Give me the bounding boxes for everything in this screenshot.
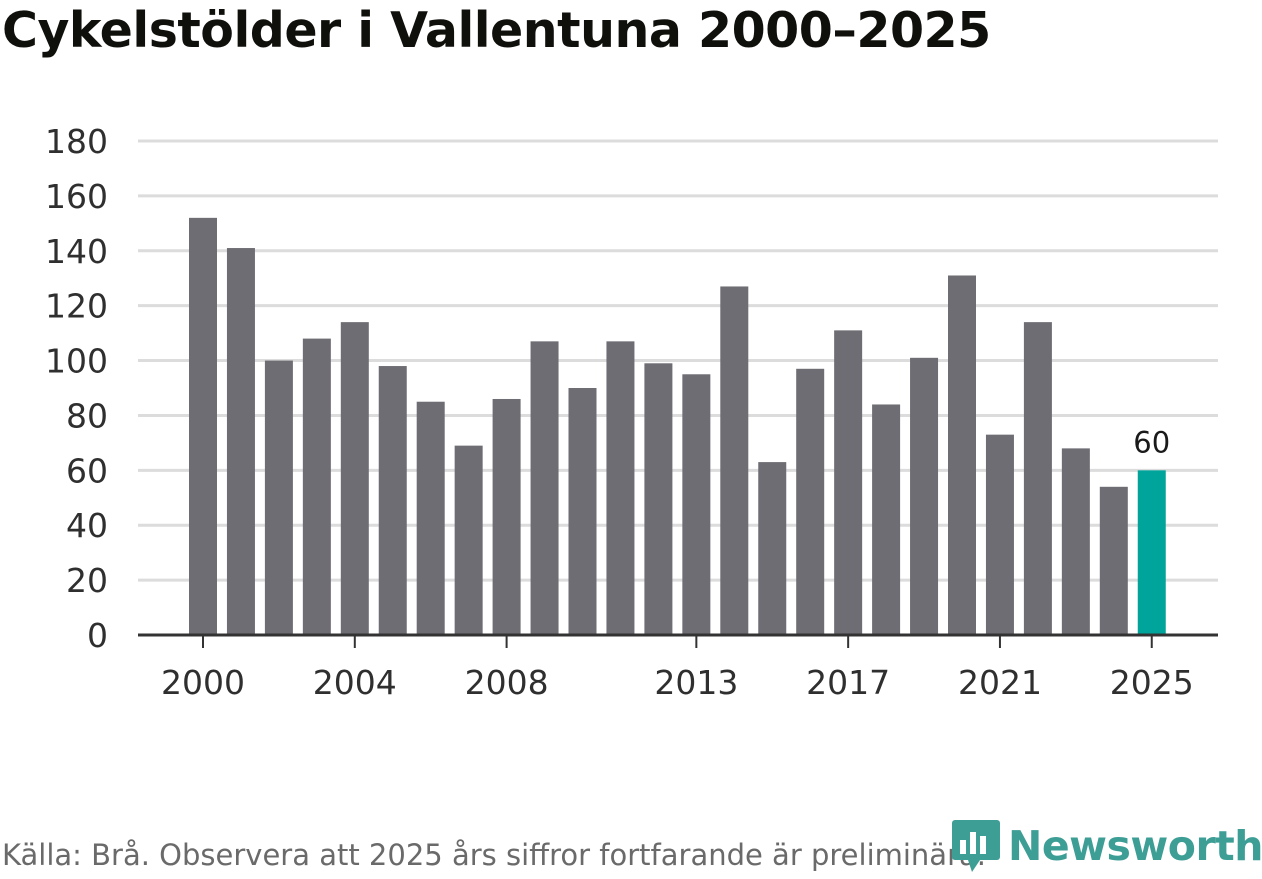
bar-2016 bbox=[796, 368, 825, 635]
bar-2022 bbox=[1023, 322, 1052, 635]
x-tick-label: 2025 bbox=[1110, 663, 1194, 702]
bar-2011 bbox=[606, 341, 635, 635]
y-tick-label: 20 bbox=[66, 561, 108, 600]
y-tick-label: 40 bbox=[66, 506, 108, 545]
x-tick-label: 2017 bbox=[806, 663, 890, 702]
chart-title: Cykelstölder i Vallentuna 2000–2025 bbox=[2, 2, 991, 59]
x-axis-ticks: 2000 2004 2008 2013 2017 2021 2025 bbox=[161, 635, 1194, 702]
bar-2003 bbox=[302, 338, 331, 635]
y-tick-label: 0 bbox=[87, 616, 108, 655]
bar-2005 bbox=[378, 366, 407, 635]
data-labels: 60 bbox=[1133, 425, 1170, 459]
bar-2017 bbox=[834, 330, 863, 635]
bar-2018 bbox=[872, 404, 901, 635]
y-tick-label: 140 bbox=[45, 232, 108, 271]
grid-lines bbox=[138, 139, 1218, 582]
x-tick-label: 2004 bbox=[313, 663, 397, 702]
brand-logo: Newsworthy bbox=[950, 818, 1262, 874]
bar-2014 bbox=[720, 286, 749, 635]
bars bbox=[189, 217, 1166, 636]
brand-name: Newsworthy bbox=[1008, 822, 1262, 870]
data-label-2025: 60 bbox=[1133, 425, 1170, 459]
y-axis-ticks: 0 20 40 60 80 100 120 140 160 180 bbox=[45, 122, 108, 655]
y-tick-label: 60 bbox=[66, 451, 108, 490]
y-tick-label: 120 bbox=[45, 287, 108, 326]
y-tick-label: 160 bbox=[45, 177, 108, 216]
bar-2010 bbox=[568, 388, 597, 635]
bar-2024 bbox=[1099, 486, 1128, 635]
bar-2004 bbox=[340, 322, 369, 635]
bar-2019 bbox=[910, 357, 939, 635]
bar-2025 bbox=[1137, 470, 1166, 635]
bar-2007 bbox=[454, 445, 483, 635]
y-tick-label: 100 bbox=[45, 342, 108, 381]
bar-2021 bbox=[985, 434, 1014, 635]
x-tick-label: 2008 bbox=[465, 663, 549, 702]
bar-2012 bbox=[644, 363, 673, 635]
x-tick-label: 2000 bbox=[161, 663, 245, 702]
bar-2013 bbox=[682, 374, 711, 635]
x-tick-label: 2013 bbox=[654, 663, 738, 702]
bar-2006 bbox=[416, 401, 445, 635]
bar-2009 bbox=[530, 341, 559, 635]
source-note: Källa: Brå. Observera att 2025 års siffr… bbox=[2, 838, 986, 872]
y-tick-label: 80 bbox=[66, 396, 108, 435]
bar-2002 bbox=[264, 360, 293, 635]
newsworthy-logo-icon bbox=[952, 820, 1000, 872]
bar-2023 bbox=[1061, 448, 1090, 635]
bar-2015 bbox=[758, 462, 787, 635]
bar-2001 bbox=[226, 248, 255, 636]
bar-2020 bbox=[948, 275, 976, 635]
bar-2000 bbox=[189, 217, 217, 635]
bar-2008 bbox=[492, 398, 521, 635]
x-tick-label: 2021 bbox=[958, 663, 1042, 702]
y-tick-label: 180 bbox=[45, 122, 108, 161]
